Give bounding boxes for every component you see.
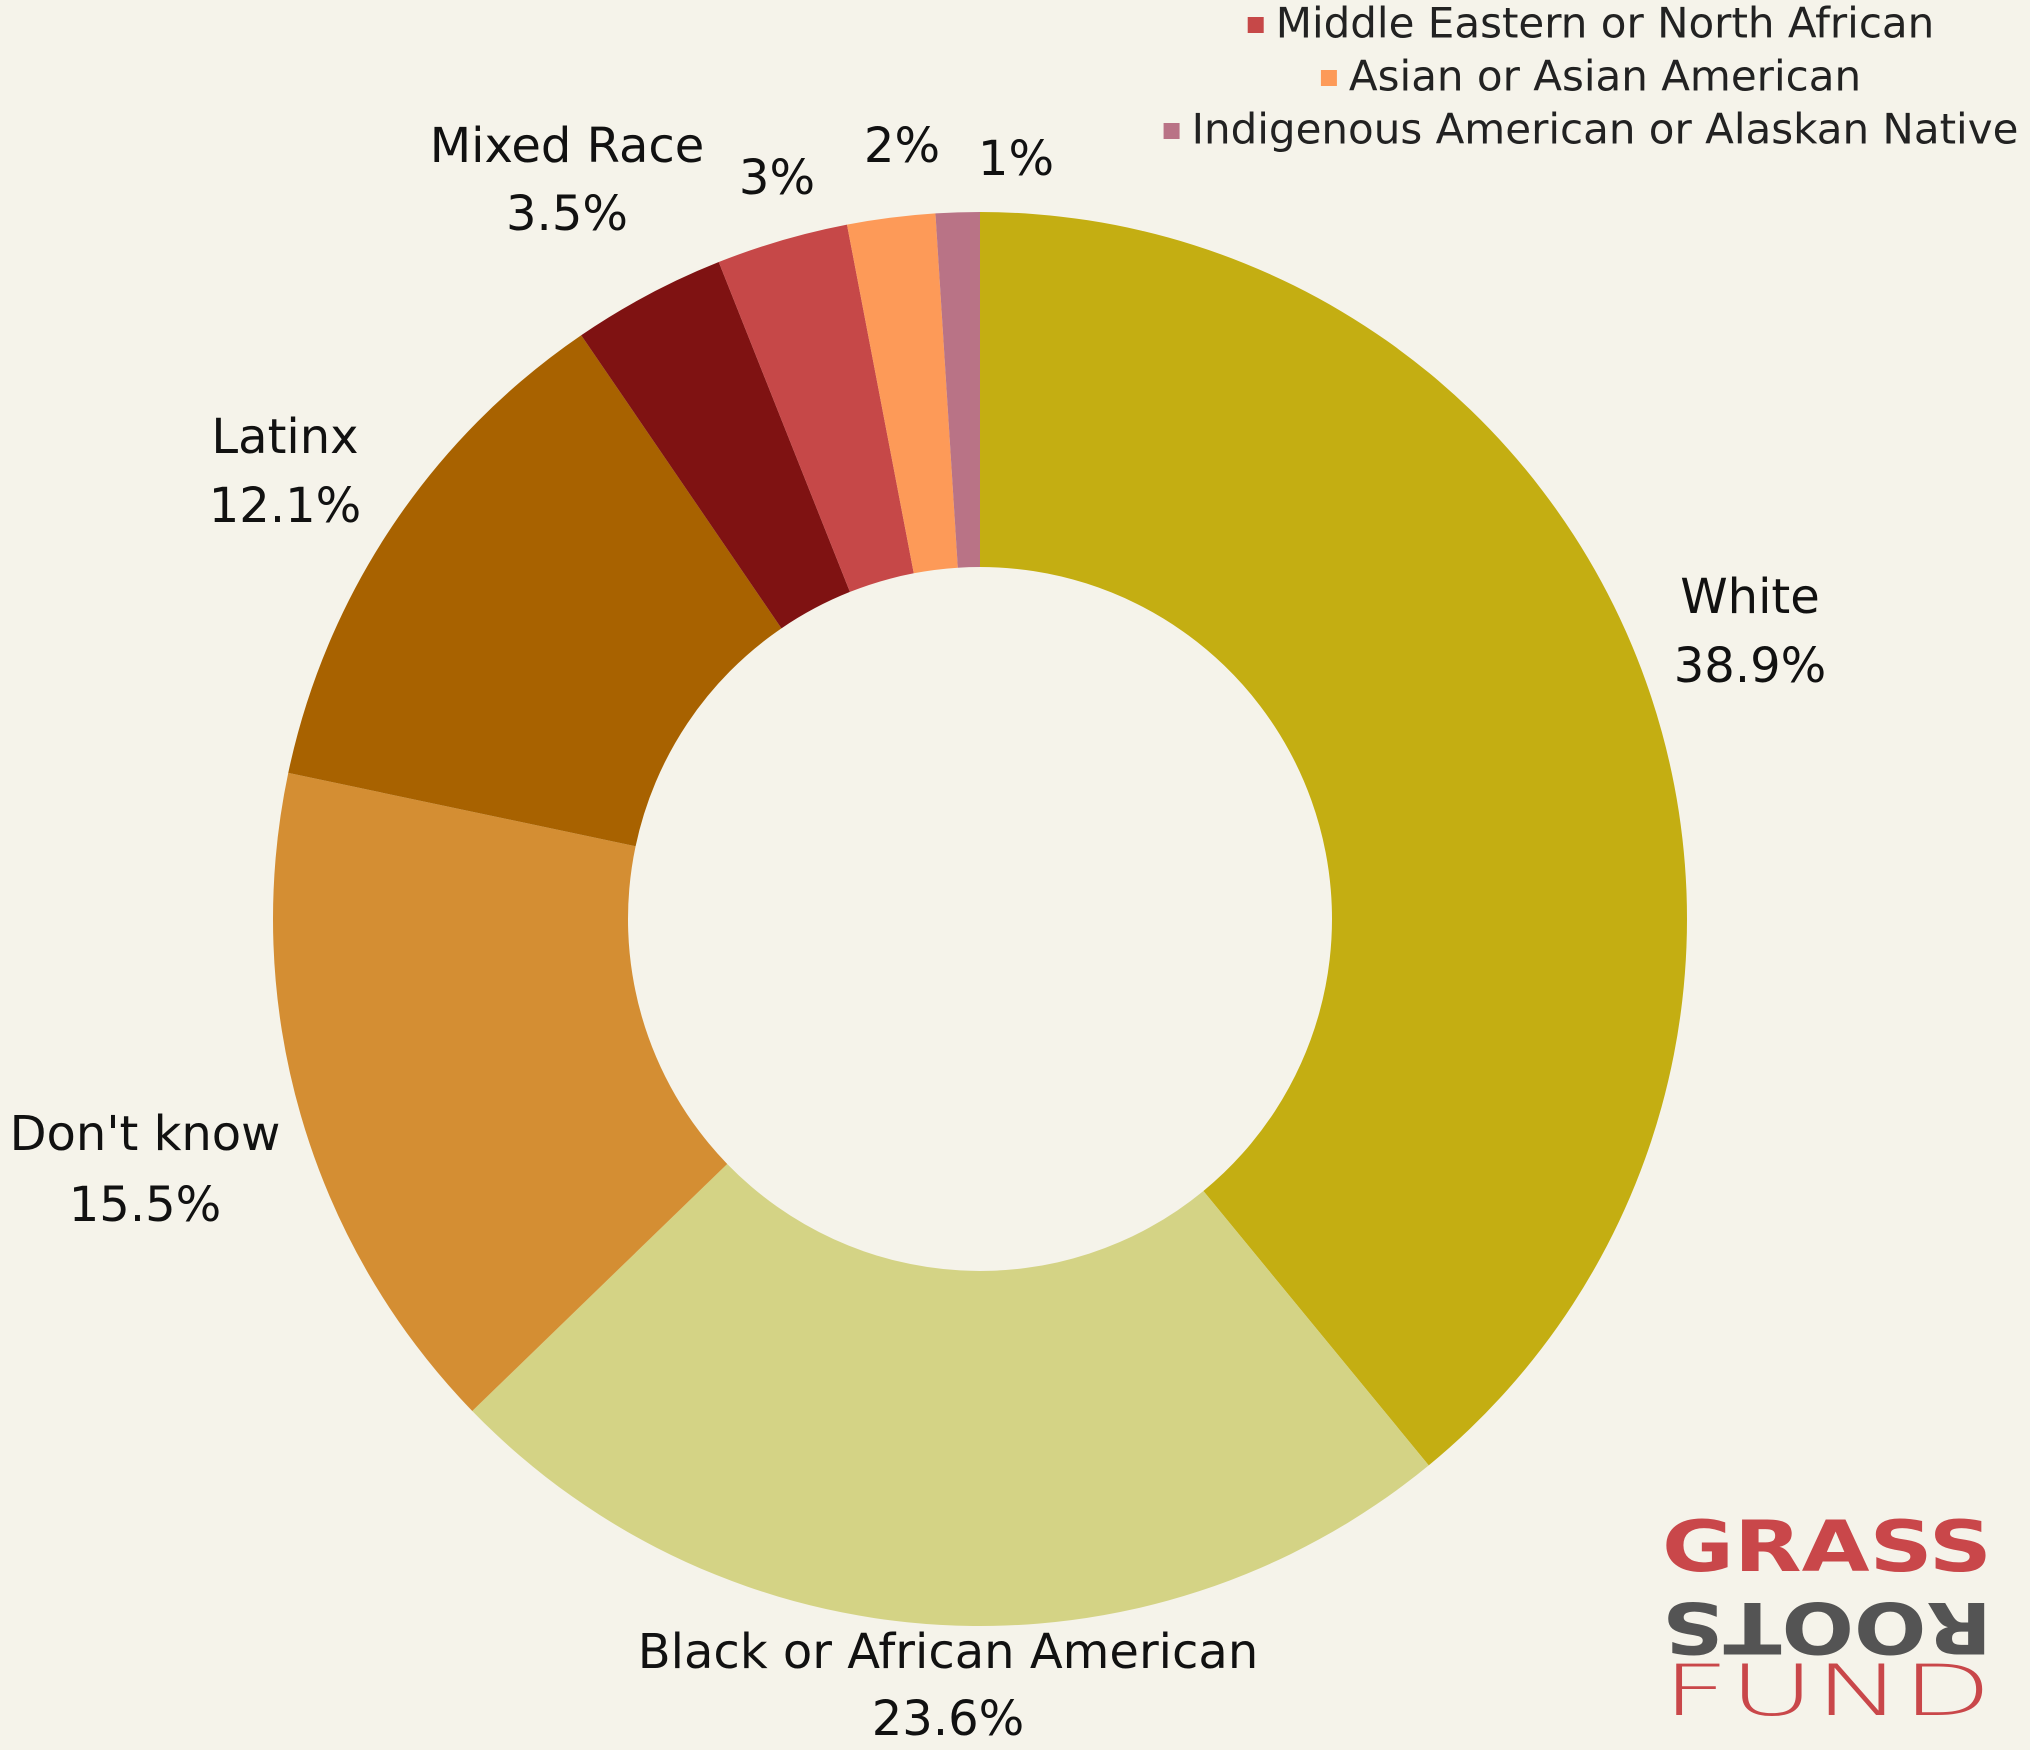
logo-line: ROOTS xyxy=(1662,1586,1992,1668)
legend-swatch xyxy=(1320,70,1337,86)
donut-slice xyxy=(935,212,980,568)
slice-value: 3.5% xyxy=(506,186,628,242)
donut-slice xyxy=(273,772,728,1411)
legend-label: Indigenous American or Alaskan Native xyxy=(1192,105,2019,154)
legend-label: Asian or Asian American xyxy=(1349,52,1861,101)
slice-value: 1% xyxy=(978,131,1054,187)
legend-label: Middle Eastern or North African xyxy=(1276,0,1935,48)
slice-value: 15.5% xyxy=(69,1177,221,1233)
slice-label: Black or African American xyxy=(638,1624,1258,1680)
logo-line: GRASS xyxy=(1662,1506,1992,1588)
donut-slice xyxy=(980,212,1687,1466)
slice-label: Don't know xyxy=(10,1106,281,1162)
legend-swatch xyxy=(1163,123,1180,139)
donut-slice xyxy=(581,262,850,629)
slice-value: 23.6% xyxy=(872,1691,1024,1747)
slice-label: Latinx xyxy=(211,409,358,465)
logo-line: FUND xyxy=(1662,1650,1992,1732)
slice-value: 3% xyxy=(739,150,815,206)
slice-value: 12.1% xyxy=(209,478,361,534)
donut-slice xyxy=(288,335,782,847)
slice-value: 2% xyxy=(864,118,940,174)
slice-value: 38.9% xyxy=(1674,638,1826,694)
legend-swatch xyxy=(1247,17,1264,33)
donut-slice xyxy=(718,224,914,592)
logo: GRASS ROOTS FUND xyxy=(1662,1506,1992,1732)
slice-label: Mixed Race xyxy=(430,118,705,174)
donut-slice xyxy=(472,1163,1429,1627)
donut-slice xyxy=(846,213,958,574)
slice-label: White xyxy=(1680,569,1820,625)
